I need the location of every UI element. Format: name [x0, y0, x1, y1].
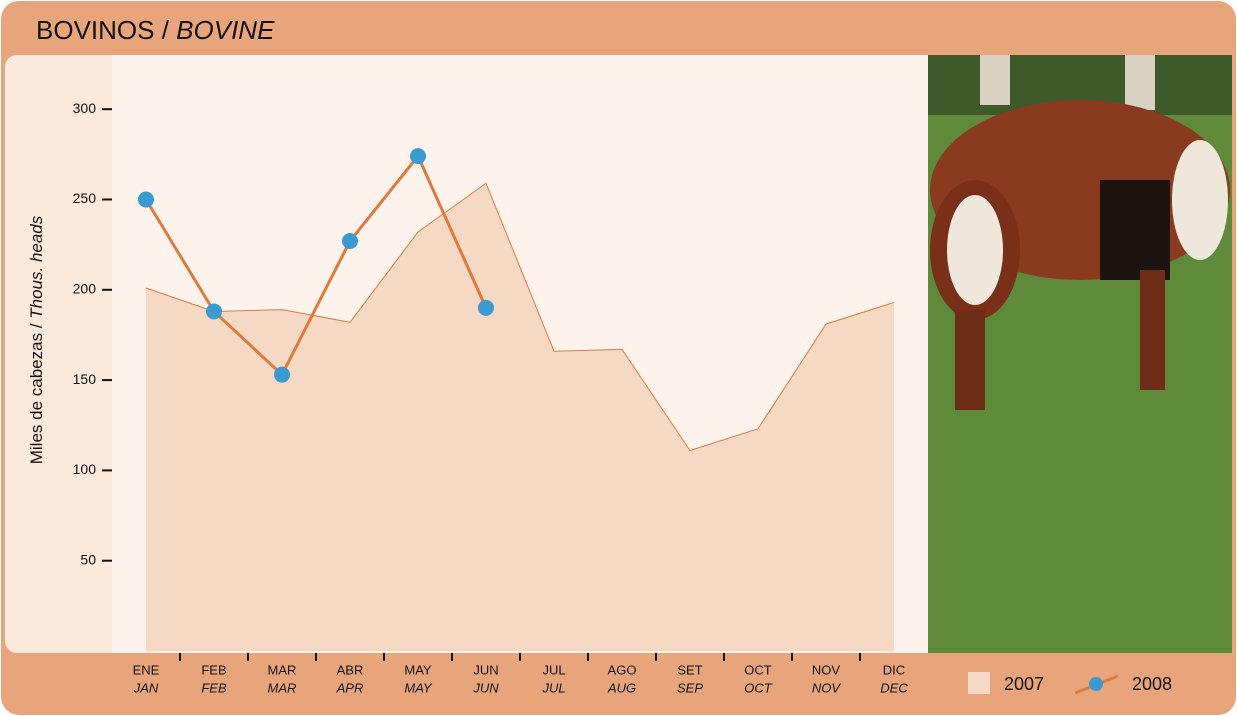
x-tick-label: SET [677, 662, 702, 677]
x-tick-label-italic: JUN [472, 680, 499, 695]
legend-label: 2008 [1132, 674, 1172, 694]
point [478, 300, 494, 316]
photo-cow-face [947, 195, 1003, 305]
x-tick-label-italic: OCT [744, 680, 773, 695]
x-tick-label: AGO [608, 662, 637, 677]
y-label-main: Miles de cabezas / [27, 323, 46, 464]
x-tick-label-italic: SEP [677, 680, 703, 695]
x-tick-label: DIC [883, 662, 905, 677]
x-tick-label: MAR [268, 662, 297, 677]
y-label-italic: Thous. heads [27, 215, 46, 319]
point [410, 148, 426, 164]
photo [928, 55, 1232, 653]
x-tick-label: MAY [404, 662, 432, 677]
y-tick-label: 250 [73, 190, 97, 206]
x-tick-label-italic: MAY [404, 680, 433, 695]
y-tick-label: 200 [73, 280, 97, 296]
x-tick-label-italic: AUG [607, 680, 636, 695]
x-tick-label-italic: NOV [812, 680, 842, 695]
x-tick-label: JUN [473, 662, 498, 677]
y-tick-label: 50 [80, 551, 96, 567]
x-tick-label-italic: FEB [201, 680, 227, 695]
photo-leg [1140, 270, 1165, 390]
x-tick-label-italic: DEC [880, 680, 908, 695]
x-tick-label: ENE [133, 662, 160, 677]
x-tick-label-italic: APR [336, 680, 364, 695]
chart-title: BOVINOS / BOVINE [36, 15, 275, 45]
point [274, 367, 290, 383]
photo-leg [955, 310, 985, 410]
x-tick-label: ABR [337, 662, 364, 677]
point [342, 233, 358, 249]
point [138, 191, 154, 207]
x-tick-label: NOV [812, 662, 841, 677]
legend-label: 2007 [1004, 674, 1044, 694]
photo-cow-face [1172, 140, 1228, 260]
legend-swatch [968, 672, 990, 694]
photo-trunk [980, 55, 1010, 105]
x-tick-label-italic: JAN [133, 680, 159, 695]
legend-swatch [1089, 677, 1103, 691]
chart: BOVINOS / BOVINE Miles de cabezas / Thou… [0, 0, 1237, 716]
y-tick-label: 300 [73, 100, 97, 116]
x-tick-label: JUL [542, 662, 565, 677]
x-tick-label-italic: JUL [541, 680, 565, 695]
page: BOVINOS / BOVINE Miles de cabezas / Thou… [0, 0, 1237, 716]
x-tick-label-italic: MAR [268, 680, 297, 695]
y-tick-label: 150 [73, 371, 97, 387]
x-tick-label: OCT [744, 662, 772, 677]
y-tick-label: 100 [73, 461, 97, 477]
title-main: BOVINOS / [36, 15, 170, 45]
photo-trunk [1125, 55, 1155, 110]
title-italic: BOVINE [176, 15, 275, 45]
point [206, 303, 222, 319]
y-axis-label: Miles de cabezas / Thous. heads [27, 215, 46, 464]
photo-patch [1100, 180, 1170, 280]
x-tick-label: FEB [201, 662, 226, 677]
